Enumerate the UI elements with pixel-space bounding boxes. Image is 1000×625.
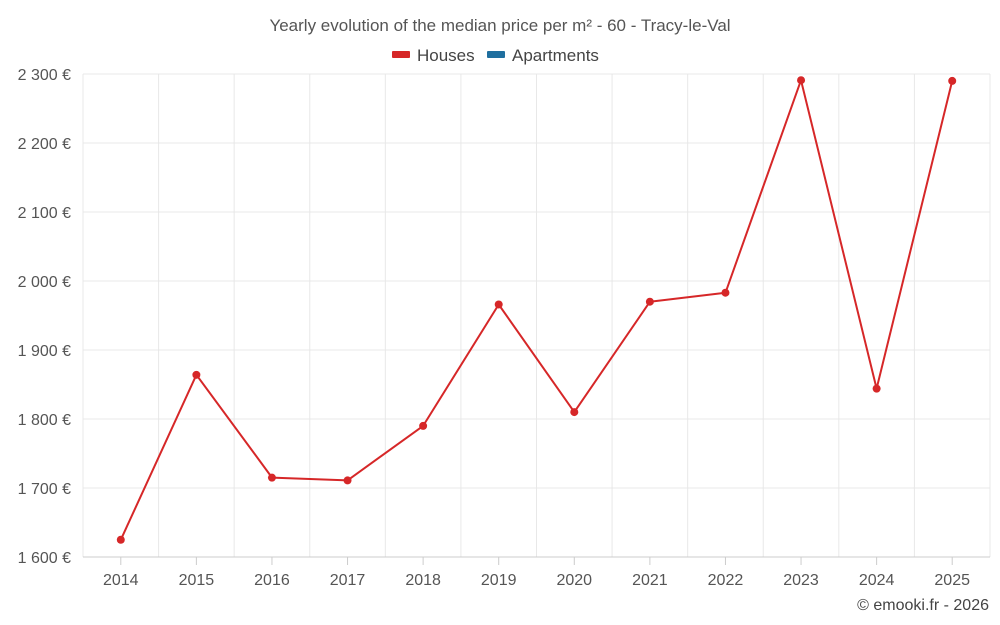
y-tick-label: 1 800 € — [18, 412, 71, 429]
series-line-houses — [119, 79, 954, 541]
y-tick-label: 1 900 € — [18, 343, 71, 360]
x-tick-label: 2016 — [254, 572, 290, 589]
legend-item-houses[interactable]: Houses — [392, 46, 475, 65]
x-tick-label: 2022 — [708, 572, 744, 589]
x-tick-label: 2023 — [783, 572, 819, 589]
grid — [82, 73, 991, 557]
y-tick-label: 2 000 € — [18, 274, 71, 291]
x-tick-label: 2025 — [934, 572, 970, 589]
data-point-houses[interactable] — [343, 476, 352, 485]
x-tick-label: 2015 — [179, 572, 215, 589]
data-point-houses[interactable] — [419, 421, 428, 430]
data-point-houses[interactable] — [570, 408, 579, 417]
y-tick-label: 2 200 € — [18, 136, 71, 153]
legend-label-apartments: Apartments — [512, 46, 599, 65]
y-axis-labels: 1 600 € 1 700 € 1 800 € 1 900 € 2 000 € 2 100… — [18, 67, 71, 567]
data-point-houses[interactable] — [721, 288, 730, 297]
credit-text: © emooki.fr - 2026 — [857, 597, 989, 614]
legend-swatch-apartments — [487, 51, 505, 58]
data-point-houses[interactable] — [494, 300, 503, 309]
legend-label-houses: Houses — [417, 46, 475, 65]
legend-item-apartments[interactable]: Apartments — [487, 46, 599, 65]
data-point-houses[interactable] — [872, 384, 881, 393]
x-tick-label: 2019 — [481, 572, 517, 589]
chart-title: Yearly evolution of the median price per… — [269, 16, 730, 35]
legend: Houses Apartments — [392, 46, 599, 65]
data-point-houses[interactable] — [797, 76, 806, 85]
data-point-houses[interactable] — [948, 76, 957, 85]
data-point-houses[interactable] — [645, 297, 654, 306]
data-point-houses[interactable] — [116, 535, 125, 544]
y-tick-label: 1 700 € — [18, 481, 71, 498]
data-point-houses[interactable] — [267, 473, 276, 482]
x-tick-label: 2020 — [556, 572, 592, 589]
x-tick-label: 2018 — [405, 572, 441, 589]
x-tick-label: 2021 — [632, 572, 668, 589]
x-tick-label: 2017 — [330, 572, 366, 589]
x-tick-label: 2024 — [859, 572, 895, 589]
data-point-houses[interactable] — [192, 370, 201, 379]
series — [116, 76, 957, 544]
y-tick-label: 1 600 € — [18, 550, 71, 567]
legend-swatch-houses — [392, 51, 410, 58]
y-tick-label: 2 100 € — [18, 205, 71, 222]
x-tick-label: 2014 — [103, 572, 139, 589]
x-axis-labels: 2014 2015 2016 2017 2018 2019 2020 2021 2022 2023… — [103, 557, 970, 589]
y-tick-label: 2 300 € — [18, 67, 71, 84]
